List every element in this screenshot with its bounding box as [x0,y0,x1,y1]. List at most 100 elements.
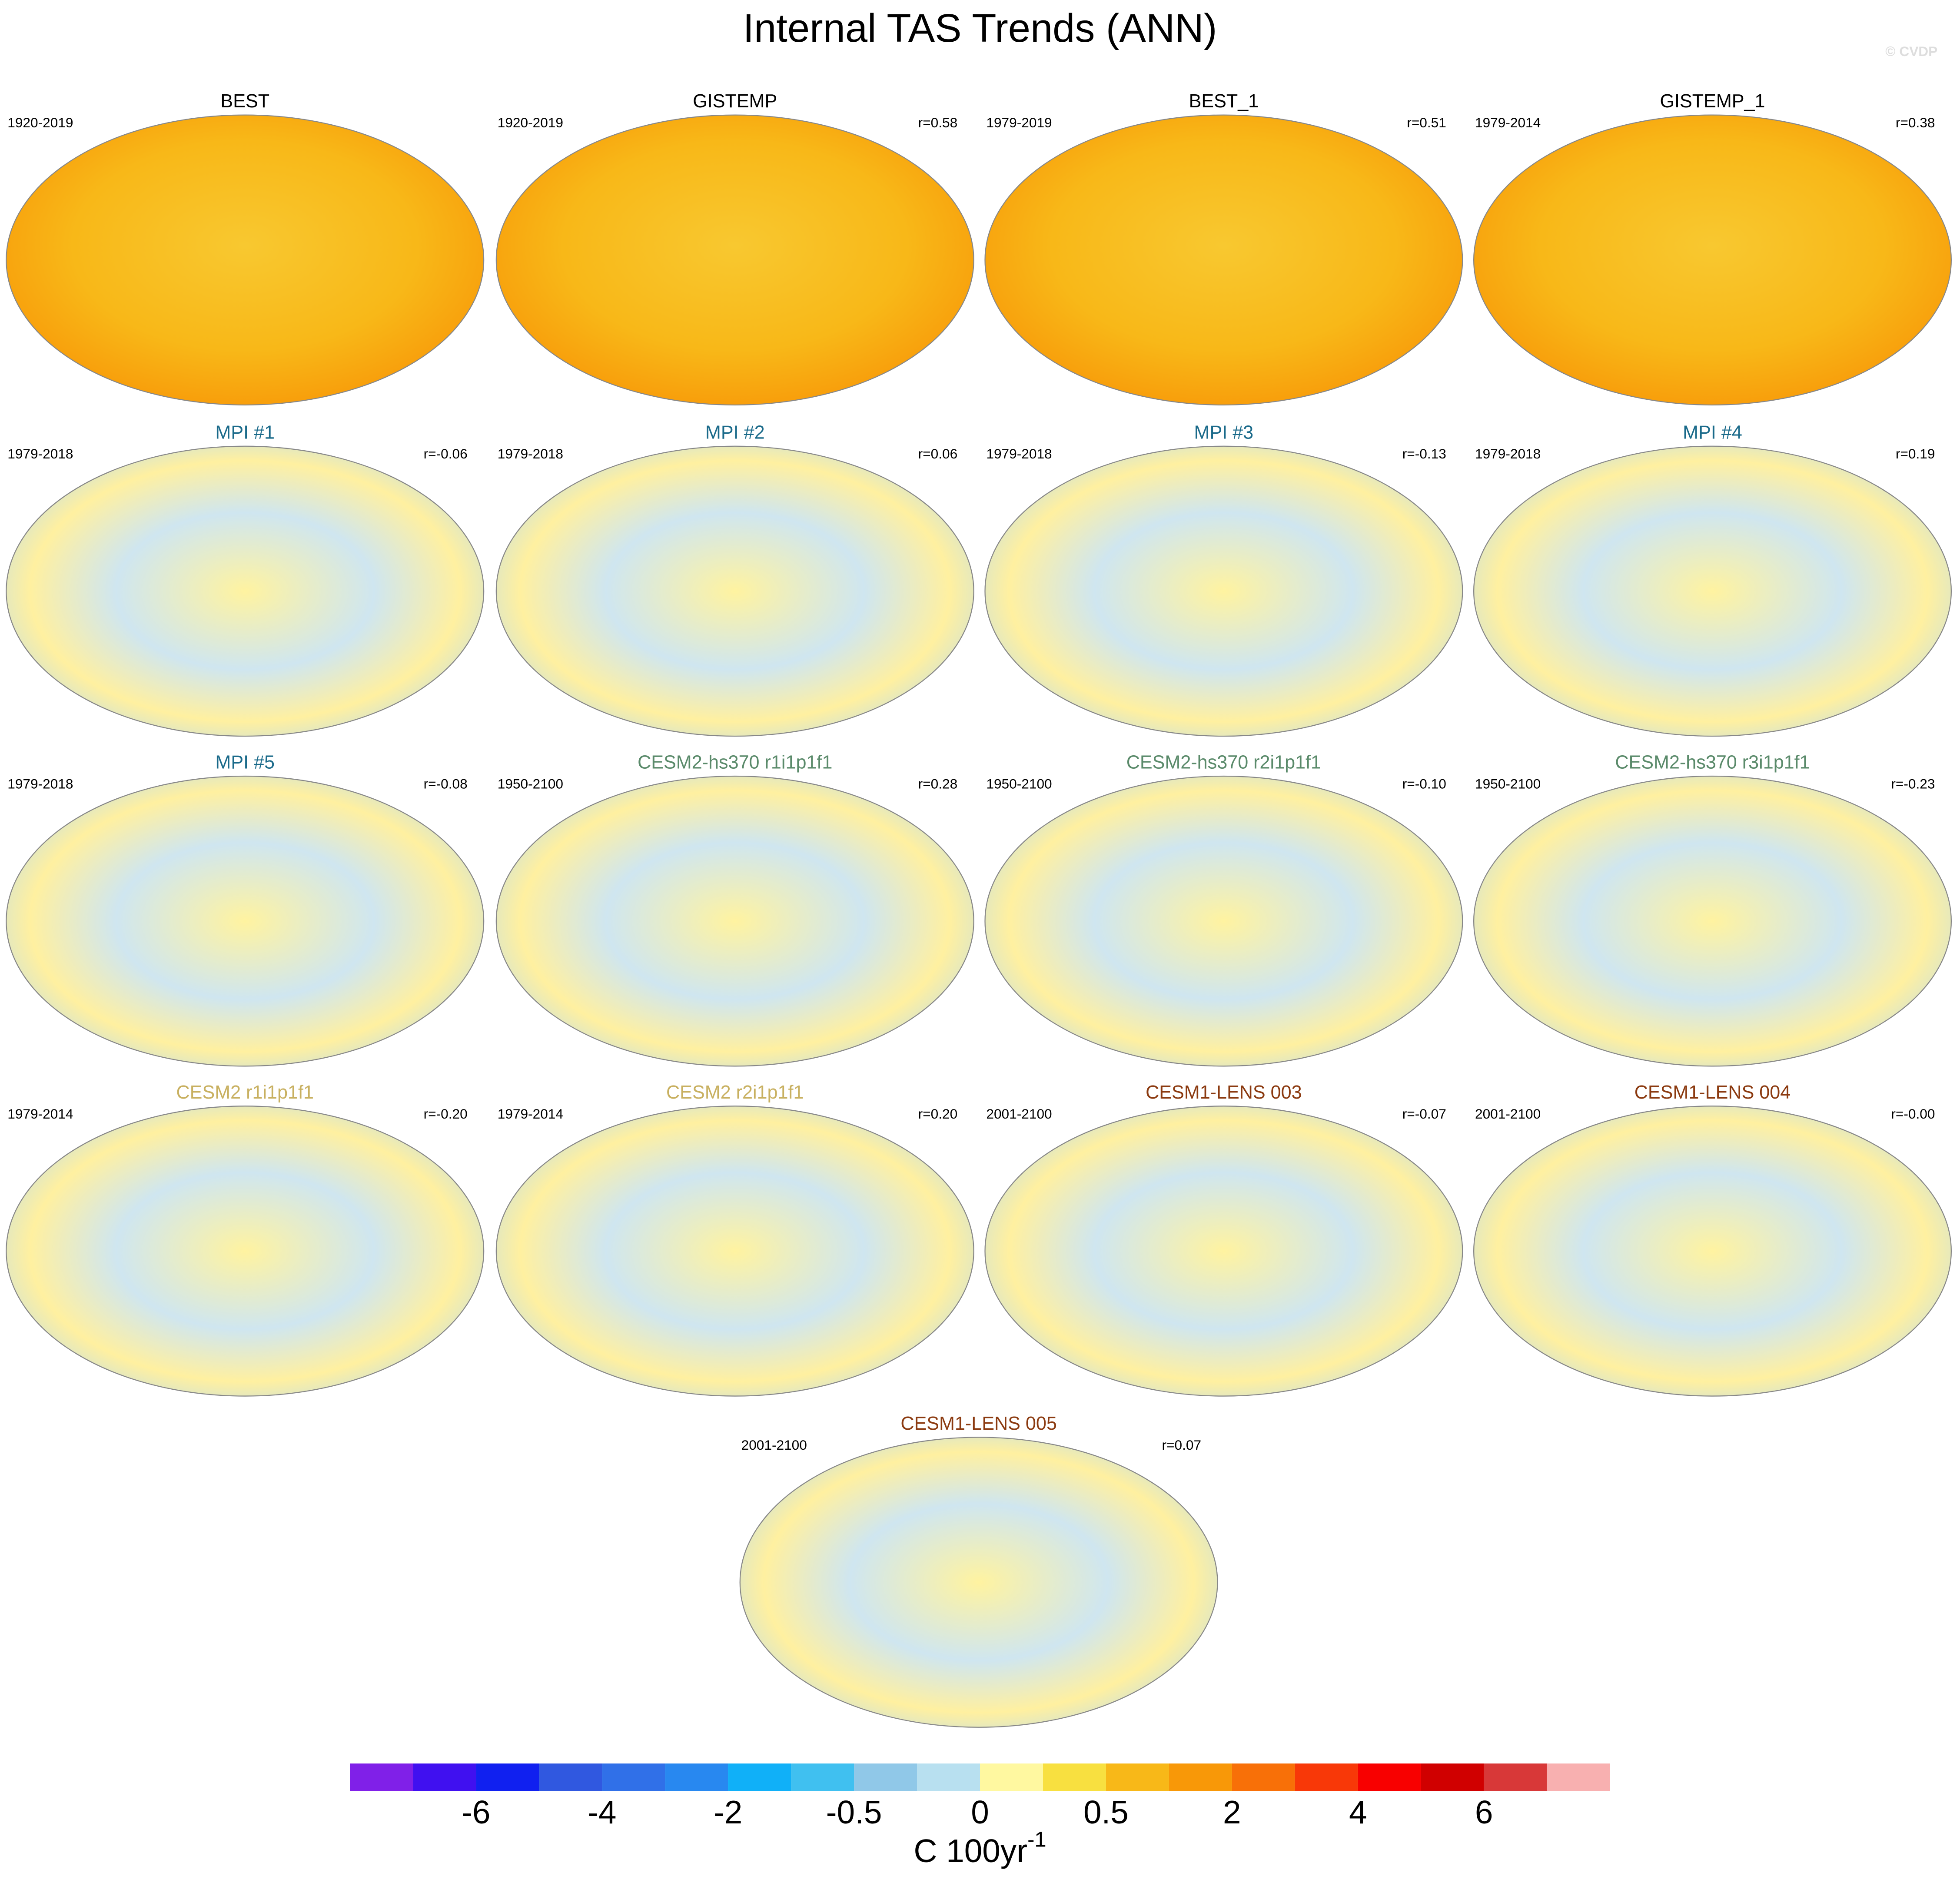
colorbar-tick-label: 2 [1223,1794,1241,1830]
colorbar-box [1106,1763,1169,1791]
panel-period: 1979-2018 [986,446,1052,462]
panel-title: GISTEMP_1 [1660,91,1765,112]
panel-correlation: r=-0.00 [1891,1106,1935,1122]
panel-period: 1950-2100 [498,776,563,792]
map [1473,1106,1952,1397]
colorbar-tick-label: 4 [1349,1794,1367,1830]
map [495,114,974,405]
panel-period: 1920-2019 [7,115,73,130]
panel-correlation: r=0.51 [1407,115,1446,130]
copyright: © CVDP [1885,43,1937,59]
panel-correlation: r=0.20 [918,1106,958,1122]
colorbar-tick-label: -6 [462,1794,490,1830]
panel-title: CESM1-LENS 003 [1146,1082,1302,1103]
colorbar-box [1421,1763,1484,1791]
colorbar-box [539,1763,602,1791]
panel-period: 2001-2100 [986,1106,1052,1122]
colorbar-box [413,1763,476,1791]
colorbar-box [1169,1763,1232,1791]
panel-title: CESM2-hs370 r3i1p1f1 [1615,752,1810,773]
panel-title: CESM1-LENS 004 [1634,1082,1791,1103]
colorbar-box [350,1763,413,1791]
panel-title: GISTEMP [693,91,777,112]
map [984,775,1463,1067]
colorbar-box [1232,1763,1295,1791]
colorbar-box [476,1763,539,1791]
colorbar-tick-label: 0 [971,1794,989,1830]
colorbar-tick-label: -4 [588,1794,616,1830]
colorbar-box [917,1763,980,1791]
map [1473,114,1952,405]
panel-title: MPI #3 [1194,422,1254,443]
map [984,114,1463,405]
map [984,1106,1463,1397]
panel-correlation: r=0.58 [918,115,958,130]
colorbar-box [1484,1763,1547,1791]
colorbar-tick-label: 0.5 [1083,1794,1129,1830]
panel-title: MPI #5 [215,752,275,773]
panel-period: 1979-2014 [1475,115,1541,130]
panel-period: 1979-2018 [7,776,73,792]
map [984,445,1463,737]
panel-correlation: r=0.06 [918,446,958,462]
panel-title: MPI #4 [1683,422,1742,443]
panel-correlation: r=-0.20 [424,1106,468,1122]
map [6,775,485,1067]
panel-period: 1920-2019 [498,115,563,130]
colorbar-box [791,1763,854,1791]
panel-correlation: r=0.28 [918,776,958,792]
map [1473,775,1952,1067]
panel-period: 1979-2018 [7,446,73,462]
colorbar-box [665,1763,728,1791]
colorbar-box [1043,1763,1106,1791]
panel-correlation: r=0.19 [1896,446,1935,462]
colorbar-tick-label: 6 [1475,1794,1493,1830]
panel-period: 2001-2100 [1475,1106,1541,1122]
panel-title: CESM2-hs370 r1i1p1f1 [638,752,832,773]
colorbar-box [854,1763,917,1791]
panel-correlation: r=0.38 [1896,115,1935,130]
panel-title: MPI #2 [705,422,765,443]
panel-period: 1950-2100 [986,776,1052,792]
panel-title: CESM2-hs370 r2i1p1f1 [1126,752,1321,773]
map [6,114,485,405]
colorbar-box [1295,1763,1358,1791]
panel-correlation: r=-0.08 [424,776,468,792]
panel-title: CESM2 r2i1p1f1 [666,1082,804,1103]
colorbar-tick-label: -2 [714,1794,742,1830]
unit-text: C 100yr [914,1833,1027,1869]
panel-period: 1979-2014 [7,1106,73,1122]
panel-period: 2001-2100 [741,1437,807,1453]
panel-title: BEST [220,91,269,112]
unit-exponent: -1 [1027,1828,1046,1851]
map [495,445,974,737]
panel-correlation: r=-0.07 [1402,1106,1446,1122]
colorbar-box [1358,1763,1421,1791]
panel-period: 1979-2018 [1475,446,1541,462]
map [739,1437,1218,1728]
map [6,445,485,737]
figure-title: Internal TAS Trends (ANN) [743,6,1217,50]
map [1473,445,1952,737]
colorbar-tick-label: -0.5 [826,1794,882,1830]
panel-correlation: r=0.07 [1162,1437,1202,1453]
map [6,1106,485,1397]
panel-correlation: r=-0.06 [424,446,468,462]
panel-period: 1979-2014 [498,1106,563,1122]
panel-title: CESM1-LENS 005 [900,1413,1057,1434]
colorbar-box [728,1763,791,1791]
colorbar-box [602,1763,665,1791]
map [495,775,974,1067]
panel-title: CESM2 r1i1p1f1 [176,1082,314,1103]
panel-period: 1950-2100 [1475,776,1541,792]
colorbar-unit: C 100yr-1 [914,1828,1046,1869]
panel-correlation: r=-0.13 [1402,446,1446,462]
colorbar-box [1547,1763,1610,1791]
panel-correlation: r=-0.23 [1891,776,1935,792]
panel-title: BEST_1 [1189,91,1259,112]
map [495,1106,974,1397]
panel-period: 1979-2018 [498,446,563,462]
